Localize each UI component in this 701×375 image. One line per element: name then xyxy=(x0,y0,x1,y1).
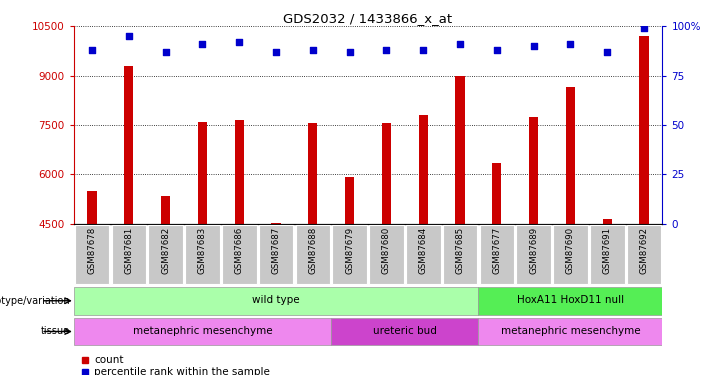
Text: ureteric bud: ureteric bud xyxy=(373,326,437,336)
Text: GSM87681: GSM87681 xyxy=(124,227,133,274)
Bar xyxy=(74,318,331,345)
Text: GSM87677: GSM87677 xyxy=(492,227,501,274)
Bar xyxy=(75,225,109,284)
Bar xyxy=(296,225,330,284)
Bar xyxy=(517,225,551,284)
Bar xyxy=(124,66,133,224)
Bar xyxy=(331,318,478,345)
Text: GSM87692: GSM87692 xyxy=(639,227,648,274)
Text: GSM87687: GSM87687 xyxy=(271,227,280,274)
Point xyxy=(639,25,650,31)
Point xyxy=(454,41,465,47)
Text: GSM87689: GSM87689 xyxy=(529,227,538,274)
Bar xyxy=(235,120,244,224)
Text: GSM87679: GSM87679 xyxy=(345,227,354,274)
Bar xyxy=(478,318,662,345)
Bar xyxy=(478,287,662,315)
Bar xyxy=(332,225,367,284)
Text: GSM87678: GSM87678 xyxy=(88,227,97,274)
Point xyxy=(344,49,355,55)
Point xyxy=(528,43,539,49)
Text: GSM87683: GSM87683 xyxy=(198,227,207,274)
Bar xyxy=(492,163,501,224)
Bar xyxy=(345,177,354,224)
Point xyxy=(565,41,576,47)
Bar xyxy=(308,123,318,224)
Bar xyxy=(418,115,428,224)
Point xyxy=(381,47,392,53)
Text: GSM87688: GSM87688 xyxy=(308,227,318,274)
Text: HoxA11 HoxD11 null: HoxA11 HoxD11 null xyxy=(517,295,624,305)
Bar xyxy=(88,190,97,224)
Bar xyxy=(369,225,404,284)
Bar xyxy=(259,225,293,284)
Bar xyxy=(111,225,146,284)
Point xyxy=(160,49,171,55)
Bar xyxy=(382,123,391,224)
Point xyxy=(491,47,503,53)
Point xyxy=(86,47,97,53)
Bar xyxy=(529,117,538,224)
Bar xyxy=(222,225,257,284)
Text: genotype/variation: genotype/variation xyxy=(0,296,70,306)
Bar xyxy=(271,223,280,224)
Bar xyxy=(639,36,648,224)
Text: tissue: tissue xyxy=(41,327,70,336)
Bar xyxy=(161,195,170,223)
Point xyxy=(197,41,208,47)
Bar xyxy=(627,225,661,284)
Title: GDS2032 / 1433866_x_at: GDS2032 / 1433866_x_at xyxy=(283,12,453,25)
Point xyxy=(307,47,318,53)
Bar xyxy=(406,225,440,284)
Bar xyxy=(443,225,477,284)
Text: GSM87690: GSM87690 xyxy=(566,227,575,274)
Point xyxy=(271,49,282,55)
Bar xyxy=(74,287,478,315)
Bar xyxy=(603,219,612,224)
Bar xyxy=(590,225,625,284)
Text: GSM87685: GSM87685 xyxy=(456,227,465,274)
Bar xyxy=(198,122,207,224)
Text: count: count xyxy=(94,354,123,364)
Bar xyxy=(479,225,514,284)
Text: GSM87680: GSM87680 xyxy=(382,227,391,274)
Bar xyxy=(553,225,587,284)
Text: GSM87684: GSM87684 xyxy=(418,227,428,274)
Point xyxy=(123,33,135,39)
Text: GSM87686: GSM87686 xyxy=(235,227,244,274)
Text: metanephric mesenchyme: metanephric mesenchyme xyxy=(132,326,272,336)
Text: GSM87682: GSM87682 xyxy=(161,227,170,274)
Bar xyxy=(149,225,183,284)
Bar xyxy=(185,225,219,284)
Bar xyxy=(456,76,465,223)
Point xyxy=(418,47,429,53)
Text: percentile rank within the sample: percentile rank within the sample xyxy=(94,367,270,375)
Point xyxy=(601,49,613,55)
Point xyxy=(233,39,245,45)
Bar xyxy=(566,87,575,224)
Text: wild type: wild type xyxy=(252,295,300,305)
Text: metanephric mesenchyme: metanephric mesenchyme xyxy=(501,326,640,336)
Text: GSM87691: GSM87691 xyxy=(603,227,612,274)
